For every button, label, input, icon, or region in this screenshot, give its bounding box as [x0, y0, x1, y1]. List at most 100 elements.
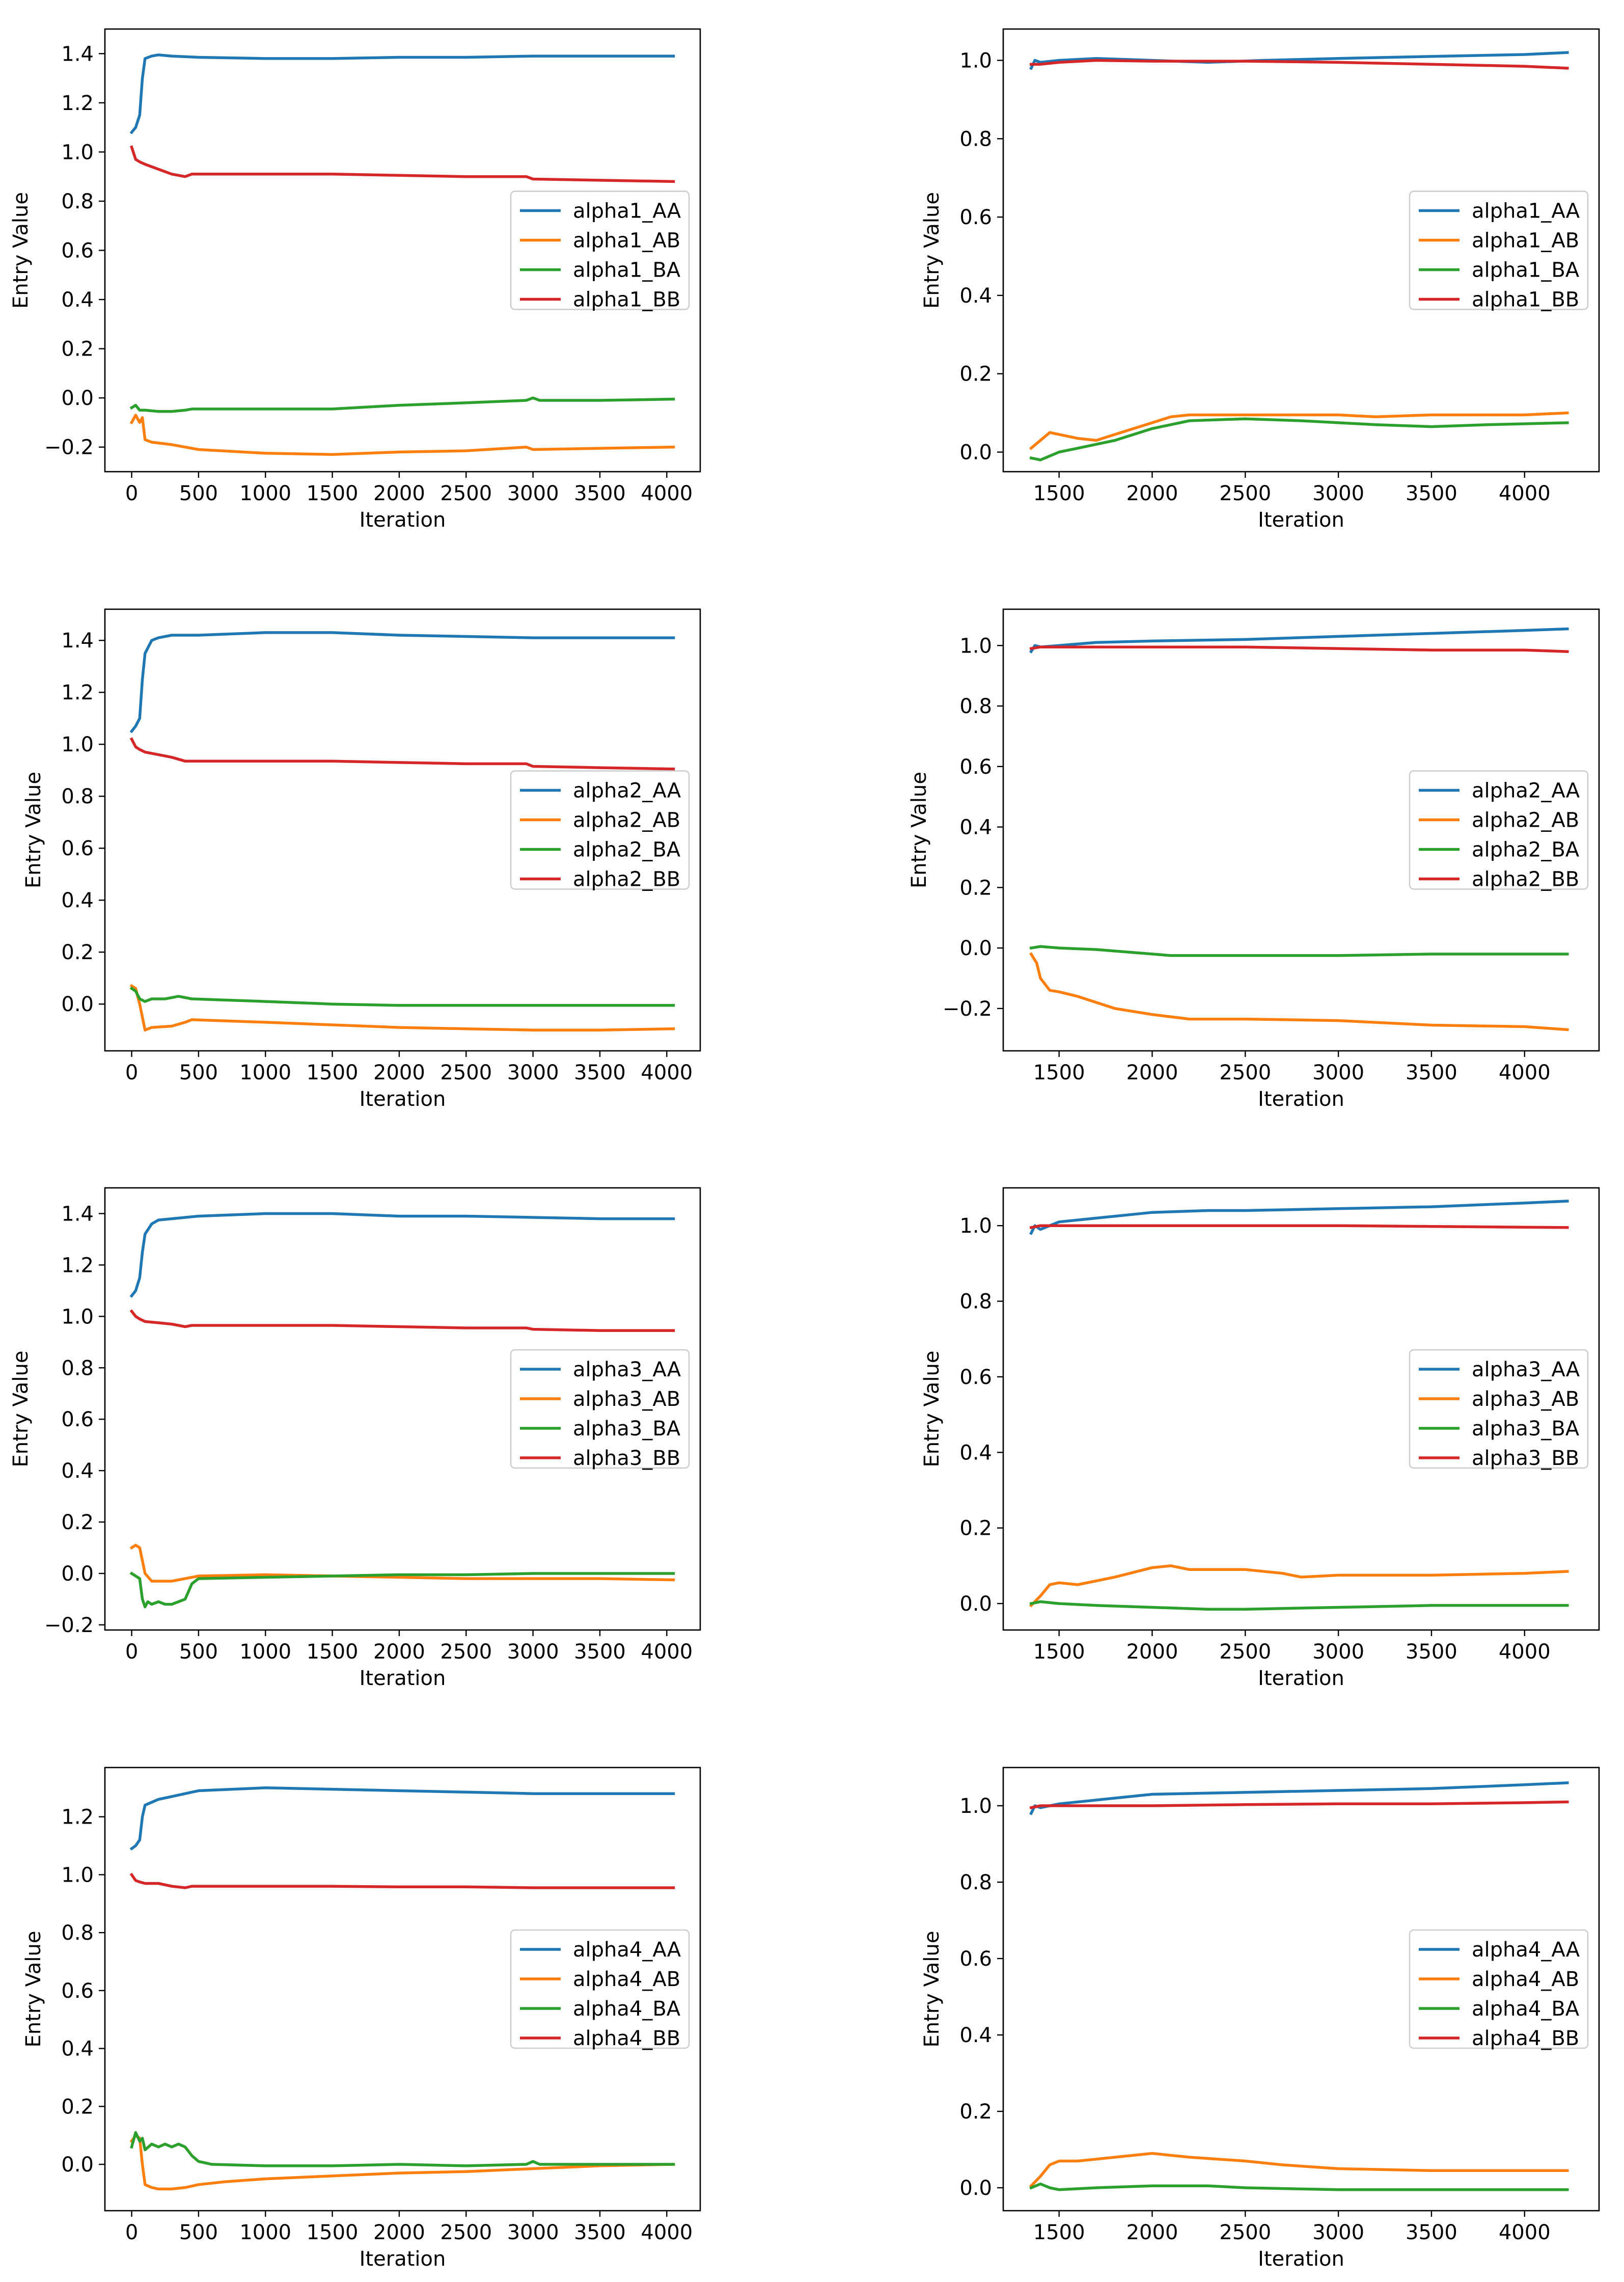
series-line-alpha4_AB	[129, 2134, 675, 2191]
legend-frame	[510, 770, 690, 890]
y-axis-label: Entry Value	[22, 1931, 45, 2048]
y-tick-label: 0.4	[959, 1441, 992, 1464]
y-axis-label: Entry Value	[907, 772, 931, 888]
y-axis-label: Entry Value	[920, 192, 944, 309]
x-tick-label: 2000	[373, 1061, 425, 1084]
x-axis-label: Iteration	[1258, 508, 1344, 532]
x-axis-label: Iteration	[1258, 1667, 1344, 1690]
x-tick-label: 4000	[641, 1640, 693, 1664]
x-tick-label: 3500	[1406, 482, 1457, 505]
legend-label-alpha3_AA: alpha3_AA	[1472, 1358, 1580, 1381]
x-tick-label: 2500	[1219, 2221, 1271, 2244]
y-tick-label: 1.0	[61, 141, 94, 164]
y-tick-label: −0.2	[44, 1614, 94, 1637]
legend-label-alpha4_AB: alpha4_AB	[1472, 1968, 1579, 1991]
x-tick-label: 2000	[1126, 1061, 1178, 1084]
x-tick-label: 1500	[1033, 1061, 1085, 1084]
y-tick-label: 1.4	[61, 629, 94, 653]
legend-frame	[1409, 1929, 1589, 2049]
x-tick-label: 1500	[1033, 482, 1085, 505]
series-group	[129, 631, 675, 1031]
y-tick-label: 1.4	[61, 1202, 94, 1226]
legend-frame	[1409, 191, 1589, 310]
y-tick-label: 0.0	[959, 1592, 992, 1616]
x-tick-label: 2500	[440, 2221, 492, 2244]
x-tick-label: 1500	[307, 482, 359, 505]
x-tick-label: 3500	[1406, 1061, 1457, 1084]
legend-label-alpha2_AA: alpha2_AA	[1472, 779, 1580, 803]
y-tick-label: 1.0	[61, 733, 94, 756]
x-tick-label: 0	[125, 1061, 138, 1084]
series-group	[1029, 1200, 1569, 1611]
x-axis-label: Iteration	[1258, 2247, 1344, 2271]
series-line-alpha4_BA	[1029, 2182, 1569, 2191]
y-tick-label: 1.0	[959, 634, 992, 658]
y-tick-label: 0.0	[61, 387, 94, 410]
x-tick-label: 0	[125, 1640, 138, 1664]
y-tick-label: 0.8	[959, 1290, 992, 1314]
axes-frame	[1002, 1767, 1600, 2212]
x-tick-label: 1000	[239, 1061, 291, 1084]
series-line-alpha3_BB	[1029, 1224, 1569, 1230]
y-tick-label: 0.4	[61, 1459, 94, 1483]
y-tick-label: 0.2	[959, 363, 992, 386]
legend-label-alpha2_AA: alpha2_AA	[573, 779, 681, 803]
y-tick-label: 0.4	[959, 2024, 992, 2047]
legend-label-alpha3_AB: alpha3_AB	[573, 1388, 680, 1411]
series-line-alpha3_BA	[129, 1571, 675, 1609]
x-tick-label: 3000	[507, 1061, 559, 1084]
x-tick-label: 0	[125, 2221, 138, 2244]
y-tick-label: 0.8	[959, 1871, 992, 1894]
x-tick-label: 1000	[239, 2221, 291, 2244]
series-line-alpha2_BB	[129, 737, 675, 771]
series-line-alpha4_BB	[129, 1872, 675, 1889]
legend-label-alpha4_BB: alpha4_BB	[1472, 2027, 1579, 2050]
x-tick-label: 1500	[307, 1061, 359, 1084]
x-tick-label: 500	[179, 1640, 218, 1664]
legend-label-alpha1_AA: alpha1_AA	[1472, 200, 1580, 223]
x-tick-label: 2500	[1219, 1640, 1271, 1664]
series-line-alpha1_AA	[129, 53, 675, 134]
y-tick-label: 0.6	[959, 1366, 992, 1389]
legend-label-alpha1_AB: alpha1_AB	[573, 229, 680, 253]
series-line-alpha1_BB	[1030, 59, 1569, 70]
series-group	[1029, 51, 1569, 461]
x-tick-label: 4000	[1499, 1640, 1551, 1664]
series-line-alpha4_AA	[1029, 1781, 1569, 1815]
x-axis-label: Iteration	[360, 2247, 446, 2271]
legend-frame	[510, 1929, 690, 2049]
series-line-alpha2_BB	[1029, 645, 1569, 653]
y-tick-label: 0.6	[61, 1979, 94, 2003]
y-tick-label: 0.6	[959, 755, 992, 779]
x-tick-label: 4000	[641, 482, 693, 505]
axes-frame	[104, 1767, 701, 2212]
legend-label-alpha3_BB: alpha3_BB	[573, 1447, 680, 1470]
series-line-alpha1_AB	[1029, 411, 1569, 450]
chart-4-left-alpha4: 0 500 1000 1500 2000 2500 3000 3500 4000 0.0 0.2 0.…	[22, 1767, 701, 2271]
y-tick-label: 1.0	[61, 1305, 94, 1328]
series-line-alpha3_AB	[1029, 1564, 1569, 1608]
x-tick-label: 1000	[239, 482, 291, 505]
y-tick-label: 0.2	[61, 1511, 94, 1534]
legend-label-alpha1_BA: alpha1_BA	[1472, 259, 1580, 282]
x-tick-label: 500	[179, 482, 218, 505]
legend: alpha2_AA alpha2_AB alpha2_BA alpha2_BB	[1409, 770, 1589, 891]
legend-label-alpha3_AB: alpha3_AB	[1472, 1388, 1579, 1411]
legend-label-alpha1_BB: alpha1_BB	[1472, 288, 1579, 312]
x-axis-label: Iteration	[360, 1088, 446, 1111]
x-tick-label: 1500	[307, 2221, 359, 2244]
chart-1-right-alpha1: 1500 2000 2500 3000 3500 4000 0.0 0.2 0.4 0.6 0.8 1…	[920, 28, 1600, 532]
y-tick-label: 0.2	[61, 338, 94, 361]
y-tick-label: 0.6	[61, 1408, 94, 1431]
series-line-alpha2_BA	[1029, 945, 1569, 957]
x-tick-label: 2500	[1219, 482, 1271, 505]
series-group	[1029, 1781, 1569, 2191]
series-line-alpha2_AB	[1029, 952, 1569, 1031]
x-tick-label: 2000	[373, 2221, 425, 2244]
series-line-alpha2_AB	[129, 984, 675, 1031]
chart-3-left-alpha3: 0 500 1000 1500 2000 2500 3000 3500 4000 −0.2 0.0 0…	[9, 1187, 701, 1690]
x-tick-label: 2000	[373, 482, 425, 505]
series-line-alpha2_BA	[129, 986, 675, 1007]
x-tick-label: 3500	[574, 1640, 626, 1664]
x-tick-label: 3500	[1406, 2221, 1457, 2244]
